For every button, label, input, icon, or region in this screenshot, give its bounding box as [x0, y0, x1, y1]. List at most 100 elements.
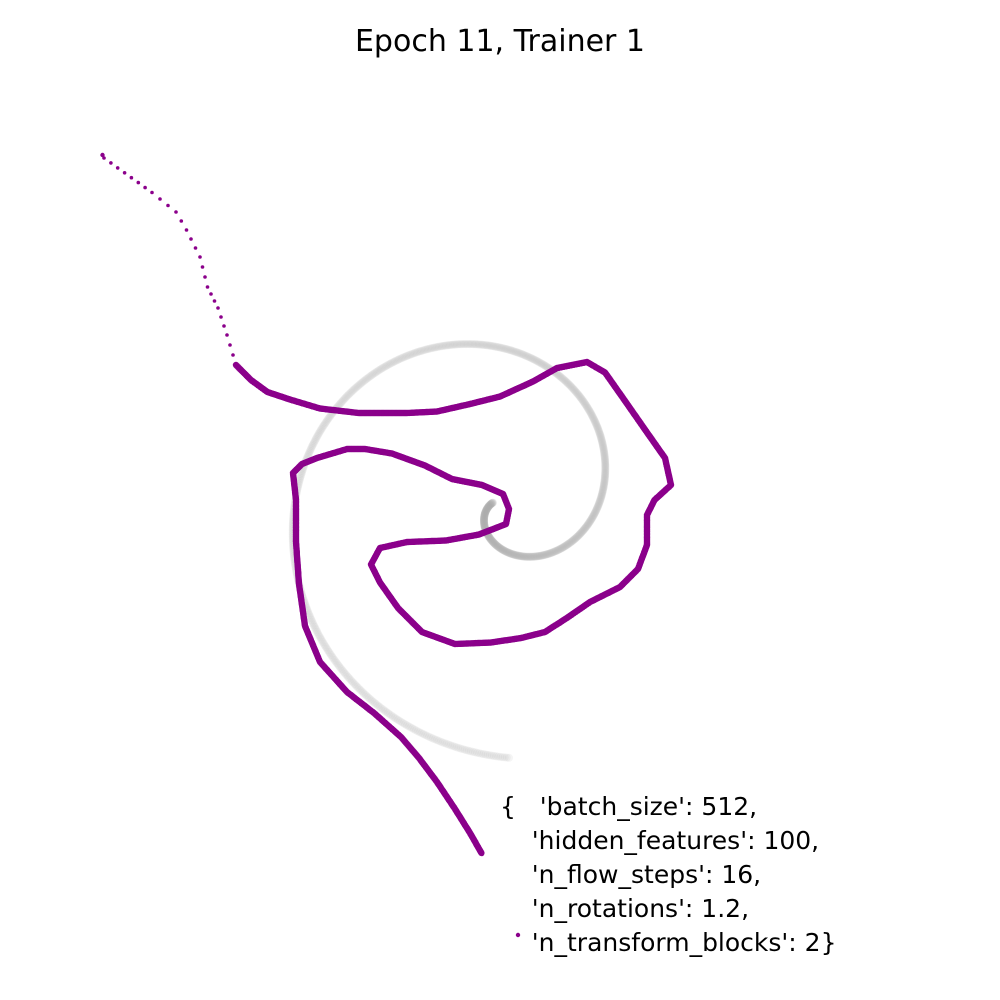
spiral-density-point [401, 720, 409, 729]
spiral-density-point [493, 542, 502, 551]
spiral-density-point [355, 380, 364, 389]
spiral-density-point [556, 544, 565, 553]
spiral-density-point [491, 540, 500, 549]
spiral-density-point [307, 616, 316, 624]
spiral-density-point [577, 394, 586, 403]
spiral-density-point [578, 395, 587, 404]
spiral-density-point [571, 387, 580, 396]
spiral-density-point [480, 516, 488, 525]
spiral-density-point [529, 552, 538, 561]
spiral-density-point [527, 552, 536, 561]
spiral-density-point [582, 402, 591, 410]
spiral-density-point [577, 527, 586, 536]
spiral-density-point [569, 536, 577, 545]
spiral-density-point [600, 449, 609, 458]
spiral-density-point [512, 551, 521, 560]
annotation-line: { 'batch_size': 512, [500, 792, 758, 821]
spiral-density-point [530, 355, 539, 364]
spiral-density-point [494, 752, 503, 761]
spiral-density-point [320, 641, 329, 650]
spiral-density-point [336, 399, 345, 407]
spiral-density-point [580, 524, 589, 533]
spiral-density-point [503, 548, 512, 557]
spiral-density-point [503, 548, 512, 557]
spiral-density-point [601, 459, 610, 468]
spiral-density-point [546, 549, 555, 558]
spiral-density-point [410, 349, 419, 358]
spiral-density-point [480, 520, 489, 529]
spiral-density-point [601, 464, 610, 473]
spiral-density-point [494, 542, 503, 551]
spiral-density-point [601, 468, 610, 477]
spiral-density-point [601, 469, 610, 478]
spiral-density-point [352, 383, 361, 392]
spiral-density-point [515, 551, 523, 560]
spiral-density-point [446, 341, 455, 349]
spiral-density-point [508, 550, 516, 558]
spiral-density-point [600, 448, 609, 457]
spiral-density-point [600, 454, 609, 463]
spiral-density-point [565, 539, 574, 548]
spiral-density-point [507, 346, 516, 355]
spiral-density-point [539, 551, 548, 560]
spiral-density-point [316, 634, 325, 643]
spiral-density-point [320, 420, 329, 429]
spiral-density-point [566, 381, 575, 390]
spiral-density-point [585, 406, 594, 415]
spiral-density-point [480, 513, 489, 522]
spiral-density-point [554, 370, 563, 379]
spiral-density-point [534, 552, 543, 561]
spiral-density-point [505, 346, 514, 354]
spiral-density-point [560, 542, 568, 551]
spiral-density-point [599, 446, 608, 455]
spiral-density-point [345, 674, 354, 683]
spiral-density-point [552, 546, 561, 555]
spiral-density-point [591, 508, 600, 517]
spiral-density-point [593, 422, 601, 431]
spiral-density-point [490, 539, 499, 548]
spiral-density-point [309, 619, 317, 628]
spiral-density-point [480, 517, 488, 526]
spiral-density-point [310, 622, 319, 631]
spiral-density-point [330, 655, 339, 664]
spiral-density-point [568, 536, 577, 545]
spiral-density-point [421, 730, 430, 739]
spiral-density-point [359, 688, 367, 697]
spiral-density-point [480, 517, 488, 526]
spiral-density-point [297, 470, 306, 479]
spiral-density-point [423, 345, 432, 354]
spiral-density-point [388, 358, 397, 367]
spiral-density-point [597, 491, 606, 500]
spiral-density-point [544, 549, 553, 558]
spiral-density-point [388, 712, 397, 721]
sample-point [203, 275, 207, 279]
spiral-density-point [571, 386, 579, 395]
spiral-density-point [493, 343, 502, 351]
spiral-density-point [599, 443, 608, 452]
spiral-density-point [382, 362, 390, 371]
spiral-density-point [434, 736, 443, 745]
spiral-density-point [480, 515, 488, 524]
spiral-density-point [480, 519, 489, 528]
spiral-density-point [589, 413, 597, 422]
spiral-density-point [454, 340, 463, 349]
spiral-density-point [566, 538, 575, 547]
spiral-density-point [480, 518, 488, 527]
spiral-density-point [486, 341, 495, 350]
spiral-density-point [581, 401, 590, 410]
spiral-density-point [497, 545, 506, 553]
spiral-density-point [537, 359, 546, 368]
spiral-density-point [541, 550, 550, 559]
spiral-density-point [588, 411, 596, 420]
spiral-density-point [456, 744, 465, 753]
spiral-density-point [310, 437, 319, 446]
spiral-density-point [599, 484, 608, 493]
spiral-density-point [597, 436, 606, 444]
spiral-density-point [432, 343, 441, 352]
spiral-density-point [490, 539, 499, 548]
spiral-density-point [385, 710, 394, 719]
spiral-density-point [368, 371, 376, 379]
spiral-density-point [485, 341, 494, 350]
spiral-density-point [430, 343, 439, 352]
spiral-density-point [481, 509, 490, 517]
